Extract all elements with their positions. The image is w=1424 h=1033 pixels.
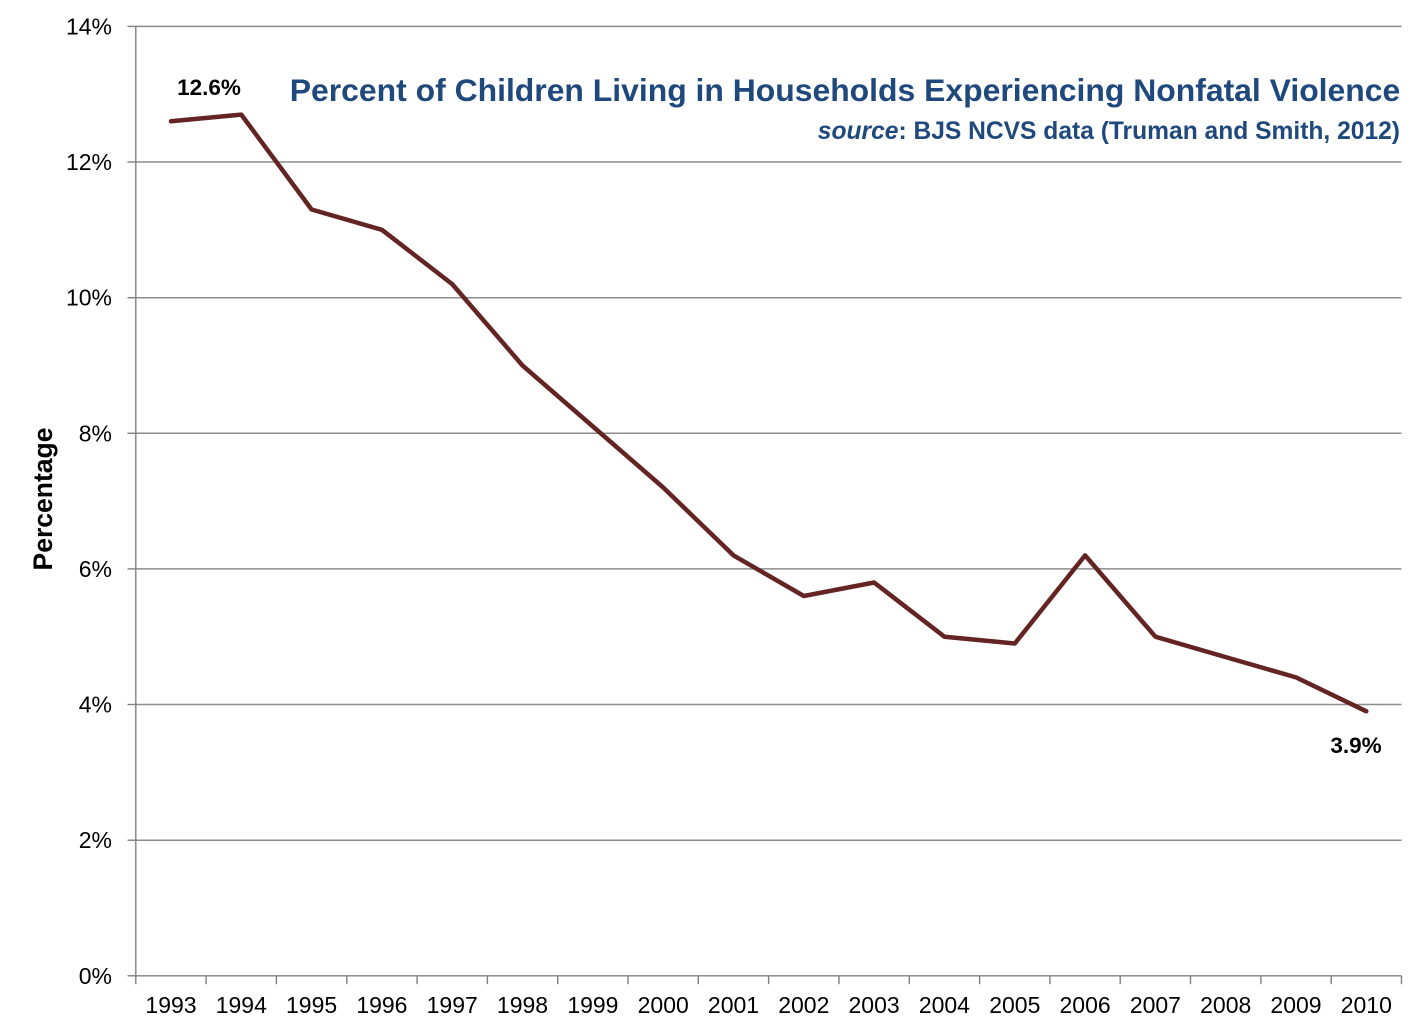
svg-text:6%: 6% xyxy=(79,556,112,582)
svg-text:8%: 8% xyxy=(79,420,112,446)
svg-text:Percentage: Percentage xyxy=(28,428,58,571)
svg-text:2001: 2001 xyxy=(708,992,759,1018)
svg-text:2002: 2002 xyxy=(778,992,829,1018)
svg-text:2010: 2010 xyxy=(1341,992,1392,1018)
svg-text:source: BJS NCVS data (Truman: source: BJS NCVS data (Truman and Smith,… xyxy=(818,118,1400,145)
svg-text:1993: 1993 xyxy=(145,992,196,1018)
svg-text:2008: 2008 xyxy=(1200,992,1251,1018)
svg-text:2004: 2004 xyxy=(919,992,970,1018)
svg-text:1997: 1997 xyxy=(427,992,478,1018)
svg-text:2005: 2005 xyxy=(989,992,1040,1018)
svg-text:2%: 2% xyxy=(79,827,112,853)
svg-text:1994: 1994 xyxy=(216,992,267,1018)
svg-text:1998: 1998 xyxy=(497,992,548,1018)
svg-text:2003: 2003 xyxy=(849,992,900,1018)
svg-text:12.6%: 12.6% xyxy=(177,75,241,100)
svg-text:1999: 1999 xyxy=(567,992,618,1018)
svg-text:2007: 2007 xyxy=(1130,992,1181,1018)
svg-text:3.9%: 3.9% xyxy=(1330,733,1381,758)
svg-text:0%: 0% xyxy=(79,963,112,989)
svg-text:10%: 10% xyxy=(66,285,112,311)
svg-text:Percent of Children Living in: Percent of Children Living in Households… xyxy=(290,72,1400,108)
svg-text:4%: 4% xyxy=(79,692,112,718)
svg-text:2009: 2009 xyxy=(1270,992,1321,1018)
svg-text:1996: 1996 xyxy=(356,992,407,1018)
svg-text:1995: 1995 xyxy=(286,992,337,1018)
svg-text:14%: 14% xyxy=(66,13,112,39)
svg-text:12%: 12% xyxy=(66,149,112,175)
svg-text:2000: 2000 xyxy=(638,992,689,1018)
svg-text:2006: 2006 xyxy=(1060,992,1111,1018)
